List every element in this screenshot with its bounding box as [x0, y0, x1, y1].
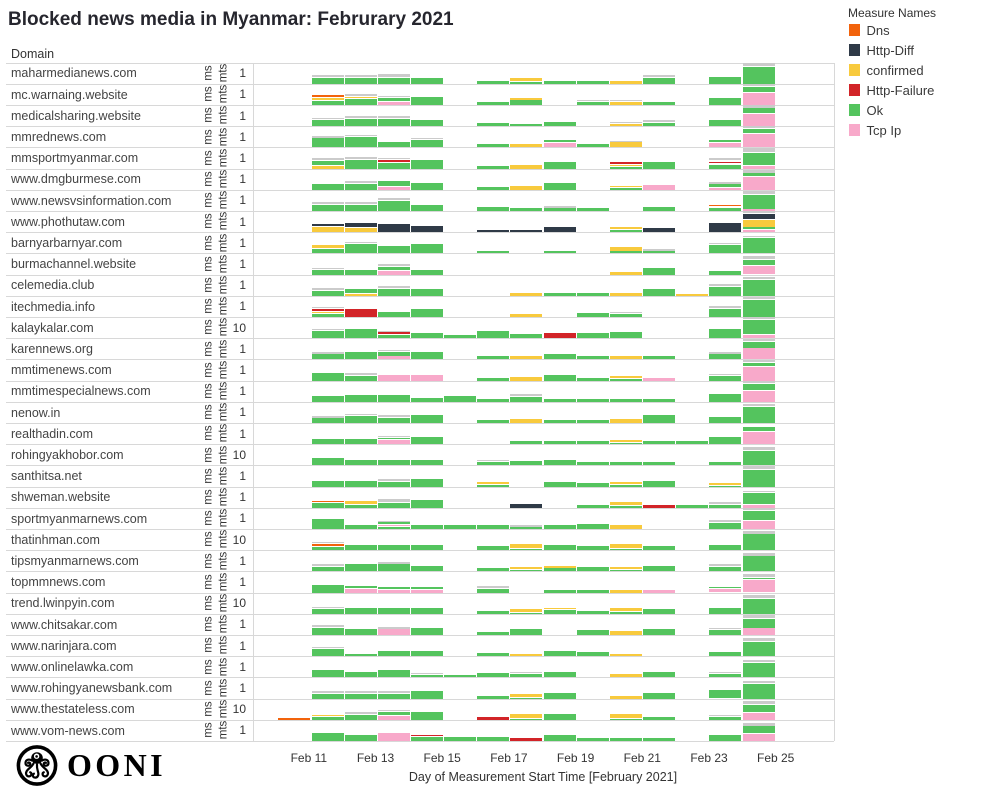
- svg-text:OONI: OONI: [67, 747, 166, 783]
